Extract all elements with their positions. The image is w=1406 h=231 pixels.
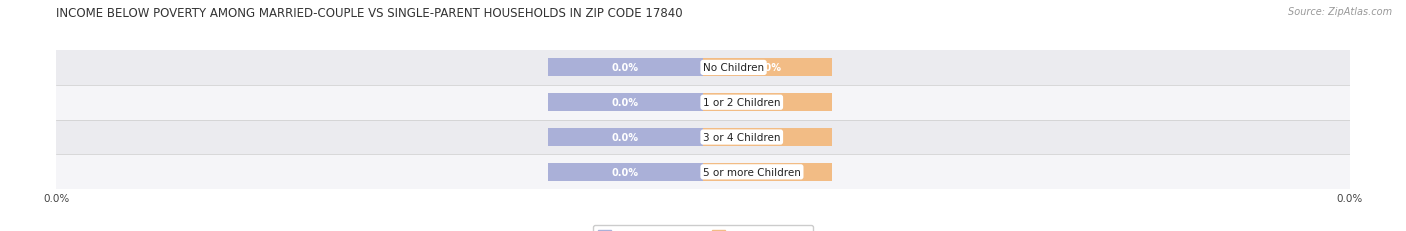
Text: No Children: No Children — [703, 63, 763, 73]
Text: 0.0%: 0.0% — [754, 63, 782, 73]
Bar — [703, 128, 832, 146]
Text: 0.0%: 0.0% — [754, 132, 782, 143]
Text: 3 or 4 Children: 3 or 4 Children — [703, 132, 780, 143]
Bar — [548, 128, 703, 146]
Bar — [56, 85, 1350, 120]
Text: 0.0%: 0.0% — [754, 167, 782, 177]
Bar — [548, 94, 703, 112]
Bar — [703, 94, 832, 112]
Bar — [703, 163, 832, 181]
Text: 0.0%: 0.0% — [612, 98, 638, 108]
Text: 0.0%: 0.0% — [612, 167, 638, 177]
Bar — [56, 120, 1350, 155]
Text: 0.0%: 0.0% — [612, 63, 638, 73]
Bar — [548, 59, 703, 77]
Bar — [548, 163, 703, 181]
Text: 0.0%: 0.0% — [754, 98, 782, 108]
Text: Source: ZipAtlas.com: Source: ZipAtlas.com — [1288, 7, 1392, 17]
Text: 0.0%: 0.0% — [612, 132, 638, 143]
Text: 1 or 2 Children: 1 or 2 Children — [703, 98, 780, 108]
Bar — [56, 51, 1350, 85]
Bar — [703, 59, 832, 77]
Text: INCOME BELOW POVERTY AMONG MARRIED-COUPLE VS SINGLE-PARENT HOUSEHOLDS IN ZIP COD: INCOME BELOW POVERTY AMONG MARRIED-COUPL… — [56, 7, 683, 20]
Legend: Married Couples, Single Parents: Married Couples, Single Parents — [593, 225, 813, 231]
Text: 5 or more Children: 5 or more Children — [703, 167, 801, 177]
Bar — [56, 155, 1350, 189]
